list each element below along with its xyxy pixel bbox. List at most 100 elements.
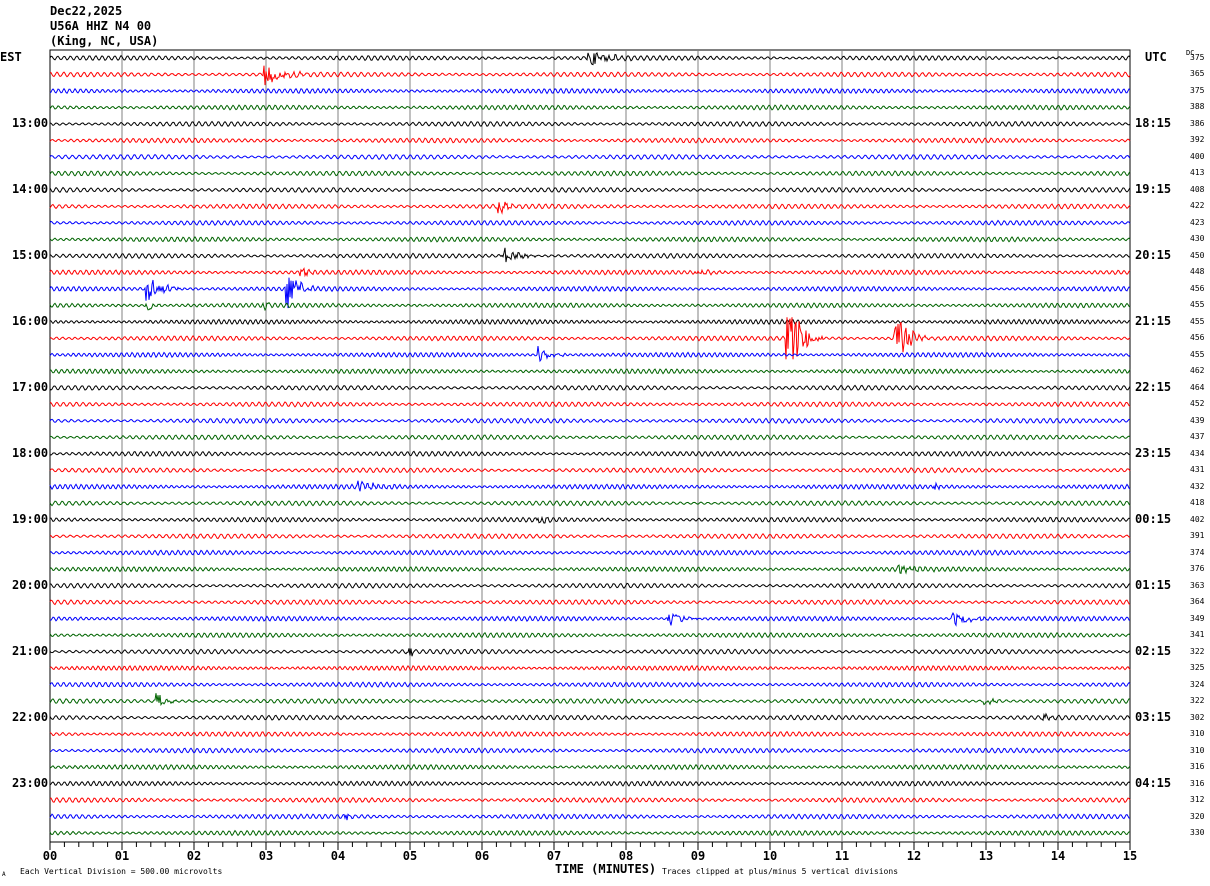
trace-47	[49, 829, 1130, 837]
dc-offset: 302	[1190, 712, 1205, 722]
trace-45	[49, 796, 1131, 804]
dc-offset: 322	[1190, 696, 1205, 706]
dc-offset: 330	[1190, 828, 1205, 838]
dc-offset: 324	[1190, 679, 1205, 689]
trace-44	[49, 780, 1131, 787]
dc-offset: 456	[1190, 333, 1205, 343]
dc-offset: 430	[1190, 234, 1205, 244]
dc-offset: 439	[1190, 415, 1205, 425]
trace-29	[49, 533, 1131, 540]
dc-offset: 365	[1190, 69, 1205, 79]
right-hour-label: 03:15	[1135, 709, 1172, 724]
dc-offset: 376	[1190, 564, 1205, 574]
right-hour-label: 01:15	[1135, 577, 1172, 592]
trace-14	[49, 277, 1131, 309]
dc-offset: 349	[1190, 613, 1205, 623]
trace-18	[49, 345, 1131, 363]
trace-32	[50, 582, 1131, 589]
left-hour-label: 16:00	[12, 313, 49, 328]
left-hour-label: 23:00	[12, 775, 49, 790]
dc-offset: 423	[1190, 217, 1205, 227]
trace-20	[49, 384, 1131, 391]
dc-offset: 432	[1190, 481, 1205, 491]
dc-offset: 341	[1190, 630, 1205, 640]
dc-offset: 455	[1190, 300, 1205, 310]
dc-offset: 455	[1190, 316, 1205, 326]
trace-5	[49, 137, 1131, 144]
trace-24	[49, 450, 1131, 458]
trace-16	[49, 318, 1131, 326]
corner-mark: A	[2, 871, 6, 878]
x-tick-label: 00	[43, 849, 57, 863]
right-hour-label: 02:15	[1135, 643, 1172, 658]
left-hour-label: 17:00	[12, 379, 49, 394]
trace-25	[49, 467, 1131, 474]
dc-offset: 322	[1190, 646, 1205, 656]
trace-15	[49, 301, 1131, 312]
trace-38	[49, 681, 1131, 688]
dc-offset: 388	[1190, 102, 1205, 112]
dc-offset: 320	[1190, 811, 1205, 821]
x-tick-label: 14	[1051, 849, 1065, 863]
left-hour-label: 18:00	[12, 445, 49, 460]
left-hour-label: 13:00	[12, 115, 49, 130]
x-tick-label: 05	[403, 849, 417, 863]
dc-offset: 452	[1190, 399, 1205, 409]
right-hour-label: 22:15	[1135, 379, 1172, 394]
right-hour-label: 04:15	[1135, 775, 1172, 790]
trace-17	[49, 317, 1131, 360]
scale-note: Each Vertical Division = 500.00 microvol…	[20, 867, 223, 876]
trace-13	[49, 267, 1131, 278]
trace-10	[49, 219, 1131, 227]
x-tick-label: 03	[259, 849, 273, 863]
dc-offset: 310	[1190, 729, 1205, 739]
station-label: U56A HHZ N4 00	[50, 19, 152, 33]
dc-offset: 431	[1190, 465, 1205, 475]
right-hour-label: 21:15	[1135, 313, 1172, 328]
dc-header: DC	[1186, 49, 1195, 57]
right-hour-label: 23:15	[1135, 445, 1172, 460]
dc-offset: 402	[1190, 514, 1205, 524]
trace-21	[49, 401, 1131, 408]
clip-note: Traces clipped at plus/minus 5 vertical …	[662, 867, 899, 876]
dc-offset: 310	[1190, 745, 1205, 755]
trace-26	[49, 480, 1131, 492]
trace-12	[49, 247, 1130, 263]
left-hour-label: 19:00	[12, 511, 49, 526]
x-tick-label: 06	[475, 849, 489, 863]
trace-46	[49, 813, 1131, 821]
trace-27	[49, 500, 1131, 507]
trace-11	[49, 236, 1131, 243]
plot-frame	[49, 49, 1131, 843]
dc-offset: 364	[1190, 597, 1205, 607]
left-timezone-label: EST	[0, 50, 22, 64]
dc-offset: 437	[1190, 432, 1205, 442]
x-tick-label: 02	[187, 849, 201, 863]
trace-6	[49, 153, 1131, 161]
trace-36	[49, 648, 1131, 657]
dc-offset: 434	[1190, 448, 1205, 458]
dc-offset: 375	[1190, 85, 1205, 95]
dc-offset: 316	[1190, 778, 1205, 788]
location-label: (King, NC, USA)	[50, 34, 159, 48]
trace-2	[49, 87, 1131, 95]
x-tick-label: 10	[763, 849, 777, 863]
dc-offset: 422	[1190, 201, 1205, 211]
dc-offset: 408	[1190, 184, 1205, 194]
trace-22	[49, 417, 1131, 425]
trace-40	[49, 712, 1131, 722]
left-hour-label: 22:00	[12, 709, 49, 724]
trace-0	[49, 52, 1131, 66]
trace-23	[50, 434, 1131, 441]
trace-3	[49, 104, 1131, 111]
trace-34	[49, 612, 1131, 627]
trace-31	[49, 564, 1131, 575]
dc-offset: 455	[1190, 349, 1205, 359]
dc-offset: 325	[1190, 663, 1205, 673]
x-tick-label: 11	[835, 849, 849, 863]
dc-offset: 418	[1190, 498, 1205, 508]
trace-28	[49, 515, 1131, 524]
trace-39	[49, 693, 1131, 707]
trace-4	[49, 120, 1131, 128]
dc-offset: 363	[1190, 580, 1205, 590]
